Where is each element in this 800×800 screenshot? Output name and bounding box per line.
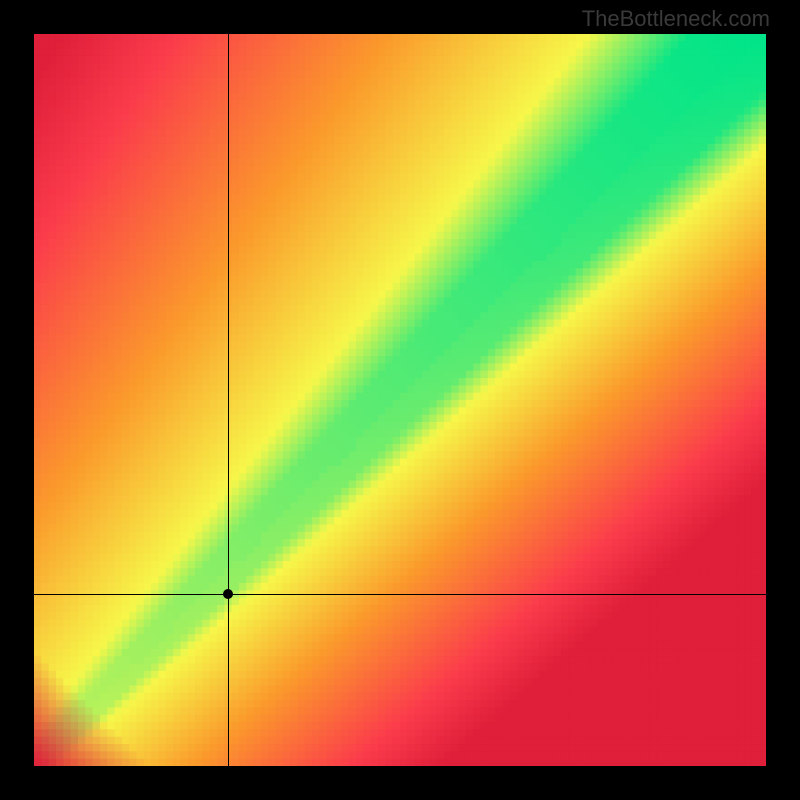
heatmap-canvas (34, 34, 766, 766)
watermark-text: TheBottleneck.com (582, 6, 770, 32)
chart-container: TheBottleneck.com (0, 0, 800, 800)
crosshair-horizontal (34, 594, 766, 595)
plot-area (34, 34, 766, 766)
crosshair-vertical (228, 34, 229, 766)
marker-dot (223, 589, 233, 599)
